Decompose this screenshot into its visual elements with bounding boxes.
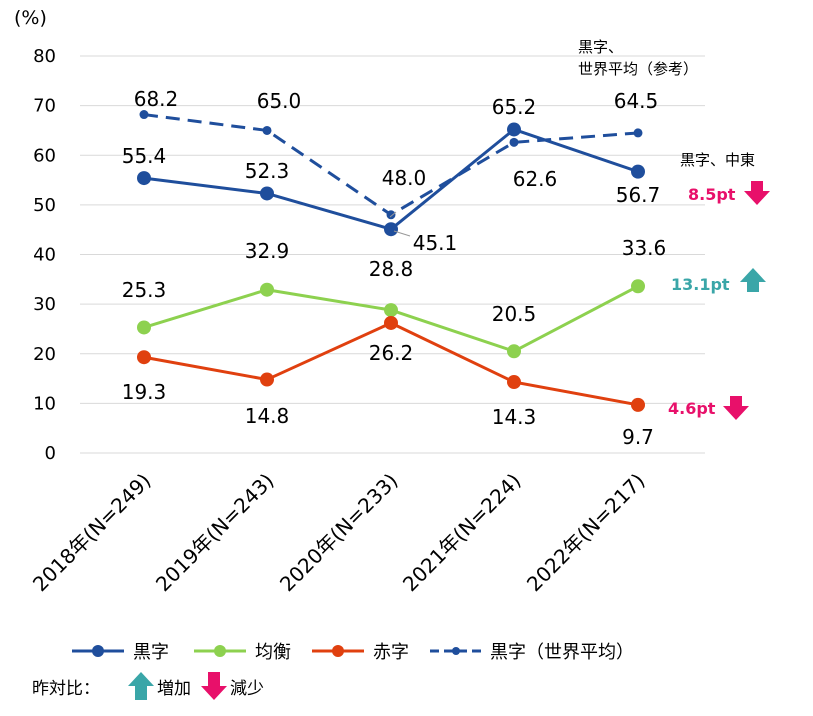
decrease-arrow-icon <box>723 396 749 420</box>
x-axis-ticks: 2018年(N=249)2019年(N=243)2020年(N=233)2021… <box>28 469 650 597</box>
x-tick-label: 2018年(N=249) <box>28 469 156 597</box>
y-tick-label: 80 <box>33 46 56 67</box>
data-label: 48.0 <box>382 166 427 190</box>
data-label: 56.7 <box>616 183 661 207</box>
legend: 黒字 均衡 赤字 黒字（世界平均） <box>72 642 634 663</box>
data-point <box>137 350 151 365</box>
data-point <box>260 372 274 387</box>
data-label: 20.5 <box>492 302 537 326</box>
y-tick-label: 70 <box>33 96 56 117</box>
data-point <box>631 397 645 412</box>
change-label-surplus: 8.5pt <box>688 185 736 204</box>
data-point <box>507 375 521 390</box>
data-label: 25.3 <box>122 278 167 302</box>
data-point <box>633 128 643 138</box>
data-label: 68.2 <box>134 87 179 111</box>
legend-item-deficit: 赤字 <box>312 642 409 663</box>
yoy-prefix: 昨対比： <box>32 679 100 699</box>
y-axis-unit-label: (%) <box>14 7 47 29</box>
data-label: 19.3 <box>122 380 167 404</box>
yoy-increase-label: 増加 <box>157 679 191 699</box>
data-point <box>260 282 274 297</box>
annotation-world-average-line1: 黒字、 <box>578 38 623 56</box>
legend-label: 均衡 <box>255 642 291 663</box>
data-label: 33.6 <box>622 236 667 260</box>
data-point <box>507 122 521 137</box>
decrease-arrow-icon <box>201 672 227 700</box>
data-label: 26.2 <box>369 341 414 365</box>
data-label: 14.3 <box>492 405 537 429</box>
data-point <box>137 171 151 186</box>
change-label-deficit: 4.6pt <box>668 399 716 418</box>
increase-arrow-icon <box>128 672 154 700</box>
data-point <box>509 137 519 147</box>
annotation-world-average-line2: 世界平均（参考） <box>578 60 698 78</box>
y-tick-label: 60 <box>33 145 56 166</box>
data-point <box>631 279 645 294</box>
data-point <box>137 320 151 335</box>
data-point <box>631 164 645 179</box>
data-label: 65.0 <box>257 89 302 113</box>
change-label-balanced: 13.1pt <box>671 275 730 294</box>
data-label: 65.2 <box>492 95 537 119</box>
x-tick-label: 2019年(N=243) <box>151 469 279 597</box>
x-tick-label: 2022年(N=217) <box>522 469 650 597</box>
data-point <box>507 344 521 359</box>
data-label: 55.4 <box>122 144 167 168</box>
y-tick-label: 30 <box>33 294 56 315</box>
data-point <box>139 110 149 120</box>
legend-label: 黒字 <box>133 642 169 663</box>
grid <box>80 55 705 454</box>
y-tick-label: 50 <box>33 195 56 216</box>
legend-item-surplus: 黒字 <box>72 642 169 663</box>
increase-arrow-icon <box>740 268 766 292</box>
data-point <box>386 210 396 220</box>
data-label: 45.1 <box>413 231 458 255</box>
data-point <box>260 186 274 201</box>
data-label: 64.5 <box>614 89 659 113</box>
data-point <box>262 125 272 135</box>
data-point <box>384 315 398 330</box>
series-line <box>143 113 639 217</box>
series-lines <box>137 110 645 412</box>
annotation-middle-east: 黒字、中東 <box>680 151 755 169</box>
y-axis-ticks: 0 10 20 30 40 50 60 70 80 <box>33 46 56 464</box>
y-tick-label: 40 <box>33 245 56 266</box>
y-tick-label: 10 <box>33 393 56 414</box>
x-tick-label: 2020年(N=233) <box>275 469 403 597</box>
data-label: 14.8 <box>245 404 290 428</box>
x-tick-label: 2021年(N=224) <box>398 469 526 597</box>
yoy-decrease-label: 減少 <box>230 679 264 699</box>
data-label: 32.9 <box>245 239 290 263</box>
decrease-arrow-icon <box>744 181 770 205</box>
y-tick-label: 20 <box>33 344 56 365</box>
legend-item-surplus-world-average: 黒字（世界平均） <box>430 642 634 663</box>
data-point <box>384 222 398 237</box>
legend-item-balanced: 均衡 <box>194 642 291 663</box>
y-tick-label: 0 <box>45 443 56 464</box>
leader-line <box>389 211 397 218</box>
yoy-legend: 昨対比： 増加 減少 <box>32 672 264 700</box>
legend-label: 赤字 <box>373 642 409 663</box>
data-label: 9.7 <box>622 425 654 449</box>
leader-line <box>393 230 411 237</box>
data-point <box>384 303 398 318</box>
data-label: 62.6 <box>513 167 558 191</box>
data-label: 28.8 <box>369 257 414 281</box>
data-labels: 55.4 52.3 45.1 65.2 56.7 25.3 32.9 28.8 20.5 33.6… <box>122 87 667 449</box>
legend-label: 黒字（世界平均） <box>490 642 634 663</box>
data-label: 52.3 <box>245 159 290 183</box>
